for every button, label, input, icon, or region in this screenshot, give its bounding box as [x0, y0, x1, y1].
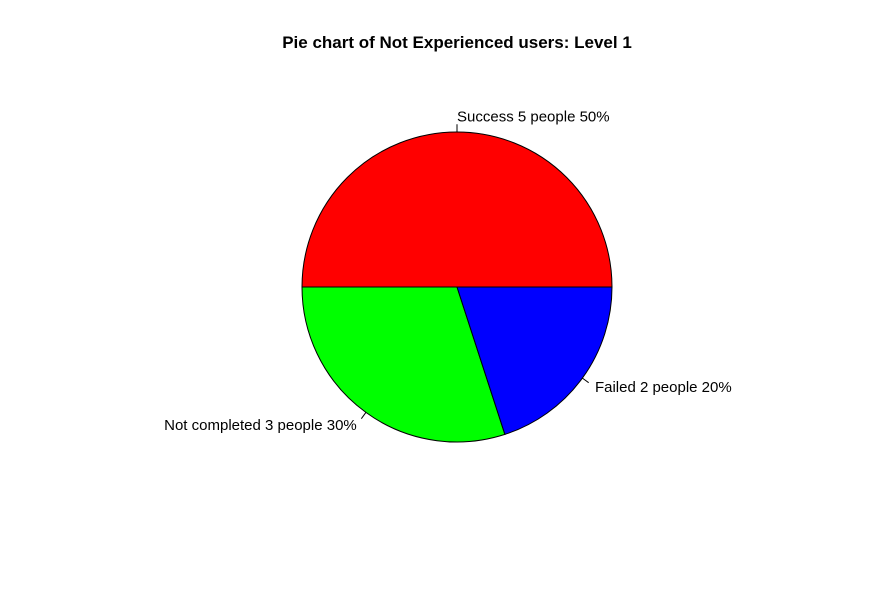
- pie-slice-success: [301, 131, 613, 288]
- pie-leader-lines: [360, 124, 589, 419]
- pie-slice-not-completed: [301, 286, 506, 443]
- pie-slices: [301, 131, 613, 443]
- slice-label-failed: Failed 2 people 20%: [595, 379, 732, 396]
- chart-title: Pie chart of Not Experienced users: Leve…: [282, 33, 632, 52]
- leader-line-not-completed: [360, 412, 367, 419]
- slice-label-not-completed: Not completed 3 people 30%: [164, 417, 357, 434]
- pie-slice-failed: [456, 286, 613, 436]
- pie-slice-labels: Success 5 people 50% Not completed 3 peop…: [164, 109, 732, 434]
- leader-line-failed: [582, 377, 589, 384]
- slice-label-success: Success 5 people 50%: [457, 109, 610, 126]
